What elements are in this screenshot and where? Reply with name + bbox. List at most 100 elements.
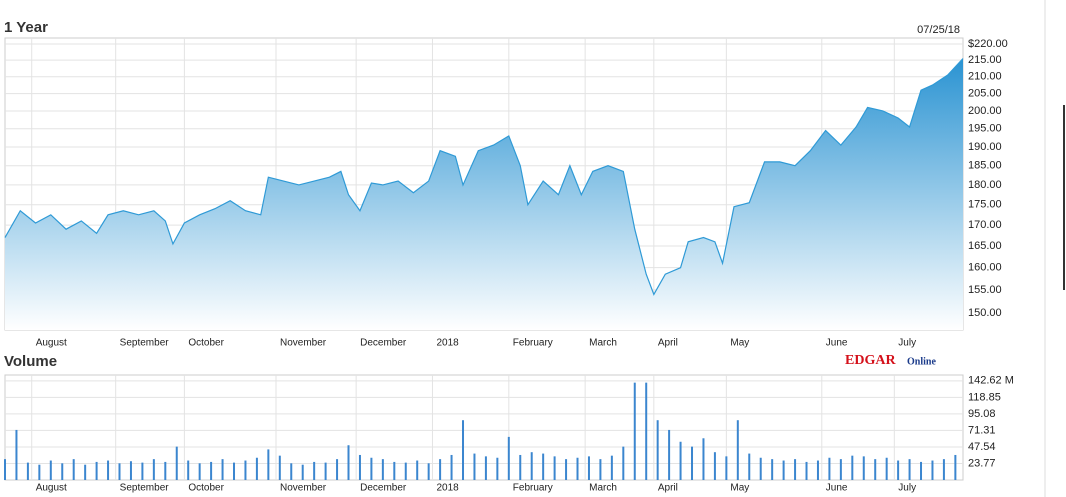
volume-bar: [301, 464, 304, 480]
volume-bar: [175, 446, 178, 480]
volume-bar: [931, 460, 934, 480]
x-tick-label: July: [898, 338, 916, 349]
volume-bar: [771, 459, 774, 480]
y-tick-label: 190.00: [968, 141, 1002, 153]
y-tick-label: 118.85: [968, 391, 1001, 403]
volume-bar: [141, 462, 144, 480]
volume-bar: [187, 460, 190, 480]
x-tick-label: May: [730, 483, 749, 494]
y-tick-label: 215.00: [968, 54, 1002, 66]
x-tick-label: August: [36, 338, 67, 349]
x-tick-label: April: [658, 483, 678, 494]
y-tick-label: 160.00: [968, 262, 1002, 274]
x-tick-label: March: [589, 338, 617, 349]
y-tick-label: 150.00: [968, 307, 1002, 319]
x-tick-label: June: [826, 338, 848, 349]
volume-bar: [702, 438, 705, 480]
volume-bar: [72, 459, 75, 480]
volume-bar: [393, 461, 396, 480]
volume-bar: [84, 464, 87, 480]
volume-bar: [862, 456, 865, 480]
volume-bar: [759, 457, 762, 480]
volume-bar: [473, 453, 476, 480]
volume-bar: [370, 457, 373, 480]
volume-bar: [198, 463, 201, 480]
y-tick-label: 200.00: [968, 105, 1002, 117]
x-tick-label: February: [513, 338, 553, 349]
y-tick-label: 175.00: [968, 199, 1002, 211]
plot-area: [4, 374, 964, 481]
volume-bar: [26, 462, 29, 480]
volume-bar: [610, 455, 613, 480]
volume-bar: [874, 459, 877, 480]
volume-bar: [210, 461, 213, 480]
volume-bar: [656, 420, 659, 480]
volume-bar: [290, 463, 293, 480]
x-tick-label: December: [360, 483, 407, 494]
x-tick-label: October: [188, 483, 224, 494]
x-tick-label: 2018: [436, 338, 459, 349]
volume-bar: [15, 429, 18, 480]
volume-bar: [427, 463, 430, 480]
volume-bar: [95, 461, 98, 480]
volume-bar: [336, 459, 339, 480]
volume-bar: [278, 455, 281, 480]
volume-bar: [450, 454, 453, 480]
volume-bar: [587, 456, 590, 480]
x-tick-label: August: [36, 483, 67, 494]
volume-bar: [358, 454, 361, 480]
volume-bar: [244, 460, 247, 480]
volume-bar: [553, 456, 556, 480]
volume-bar: [599, 459, 602, 480]
volume-bar: [496, 457, 499, 480]
volume-bar: [691, 446, 694, 480]
y-tick-label: 185.00: [968, 160, 1002, 172]
volume-bar: [679, 441, 682, 480]
y-tick-label: 47.54: [968, 441, 996, 453]
y-tick-label: 71.31: [968, 424, 996, 436]
chart-title: 1 Year: [4, 19, 48, 36]
volume-bar: [129, 461, 132, 480]
volume-bar: [954, 454, 957, 480]
x-tick-label: April: [658, 338, 678, 349]
volume-bar: [908, 459, 911, 480]
volume-bar: [255, 457, 258, 480]
volume-bar: [152, 459, 155, 480]
volume-bar: [164, 461, 167, 480]
price-area: [5, 58, 963, 330]
volume-bar: [507, 436, 510, 480]
volume-bar: [805, 461, 808, 480]
y-tick-label: $220.00: [968, 38, 1008, 50]
volume-bar: [439, 459, 442, 480]
x-tick-label: June: [826, 483, 848, 494]
volume-bar: [519, 454, 522, 480]
volume-bar: [565, 459, 568, 480]
volume-bar: [713, 452, 716, 480]
x-tick-label: 2018: [436, 483, 459, 494]
volume-title: Volume: [4, 353, 57, 370]
volume-bar: [324, 462, 327, 480]
volume-bar: [748, 453, 751, 480]
volume-bar: [313, 461, 316, 480]
volume-bar: [381, 459, 384, 480]
volume-bar: [851, 455, 854, 480]
x-tick-label: November: [280, 338, 327, 349]
x-tick-label: September: [120, 338, 170, 349]
x-tick-label: July: [898, 483, 916, 494]
volume-bar: [347, 445, 350, 480]
volume-bar: [942, 459, 945, 480]
volume-bar: [61, 463, 64, 480]
x-tick-label: October: [188, 338, 224, 349]
volume-bar: [828, 457, 831, 480]
volume-bar: [633, 382, 636, 480]
volume-bar: [107, 460, 110, 480]
volume-bar: [782, 460, 785, 480]
volume-bar: [542, 453, 545, 480]
y-tick-label: 205.00: [968, 88, 1002, 100]
volume-bar: [267, 449, 270, 480]
x-tick-label: September: [120, 483, 170, 494]
y-tick-label: 142.62 M: [968, 375, 1014, 387]
volume-bar: [404, 462, 407, 480]
volume-bar: [725, 456, 728, 480]
